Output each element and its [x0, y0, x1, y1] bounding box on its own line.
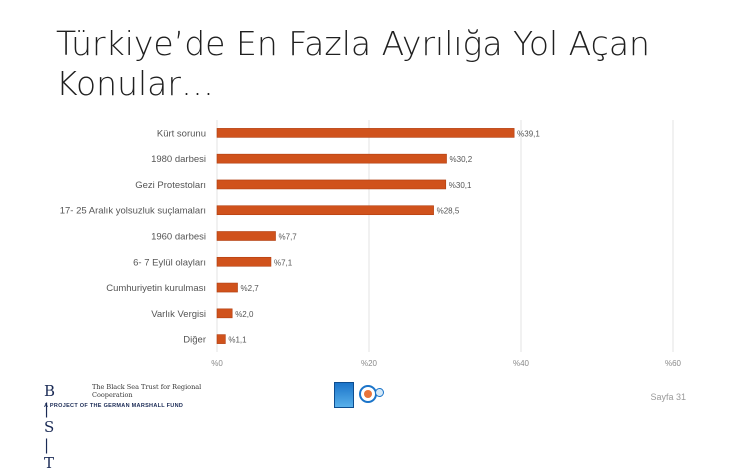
bar	[216, 153, 447, 164]
partner-logo-small-circle-icon	[375, 388, 384, 397]
slide-title: Türkiye’de En Fazla Ayrılığa Yol Açan Ko…	[56, 24, 650, 103]
category-label: Gezi Protestoları	[135, 180, 206, 191]
data-label: %39,1	[517, 129, 540, 138]
chart-data-labels: %39,1 %30,2 %30,1 %28,5 %7,7 %7,1 %2,7 %2,0 %1,1	[228, 129, 540, 344]
data-label: %2,7	[241, 284, 260, 293]
data-label: %30,1	[449, 181, 472, 190]
partner-logo-book-icon	[334, 382, 354, 408]
x-tick-label: %0	[211, 359, 223, 368]
bar	[216, 179, 447, 190]
category-label: 6- 7 Eylül olayları	[133, 257, 206, 268]
chart-category-labels: Kürt sorunu 1980 darbesi Gezi Protestoları…	[60, 128, 206, 345]
category-label: Diğer	[183, 335, 206, 346]
data-label: %2,0	[235, 310, 254, 319]
bar	[216, 282, 238, 293]
logo-tagline: A PROJECT OF THE GERMAN MARSHALL FUND	[44, 403, 184, 409]
data-label: %7,7	[279, 233, 298, 242]
x-tick-label: %20	[361, 359, 378, 368]
page-number: Sayfa 31	[650, 392, 686, 402]
data-label: %30,2	[450, 155, 473, 164]
category-label: Varlık Vergisi	[151, 309, 206, 320]
category-label: Cumhuriyetin kurulması	[106, 283, 206, 294]
x-tick-label: %60	[665, 359, 682, 368]
chart-x-axis-ticks: %0 %20 %40 %60	[211, 359, 681, 368]
data-label: %7,1	[274, 258, 293, 267]
chart-bars	[216, 128, 515, 344]
category-label: 1960 darbesi	[151, 232, 206, 243]
bar	[216, 231, 276, 241]
logo-name: The Black Sea Trust for Regional Coopera…	[92, 383, 202, 399]
data-label: %1,1	[228, 336, 247, 345]
category-label: Kürt sorunu	[157, 128, 206, 139]
bar	[216, 256, 272, 267]
logo-letters: B | S | T	[44, 382, 58, 472]
bar	[216, 128, 515, 138]
x-tick-label: %40	[513, 359, 530, 368]
bar	[216, 308, 233, 319]
bar	[216, 334, 226, 344]
category-label: 1980 darbesi	[151, 154, 206, 165]
data-label: %28,5	[437, 207, 460, 216]
bar-chart: Kürt sorunu 1980 darbesi Gezi Protestoları…	[60, 120, 682, 368]
bar	[216, 205, 434, 216]
category-label: 17- 25 Aralık yolsuzluk suçlamaları	[60, 206, 206, 217]
